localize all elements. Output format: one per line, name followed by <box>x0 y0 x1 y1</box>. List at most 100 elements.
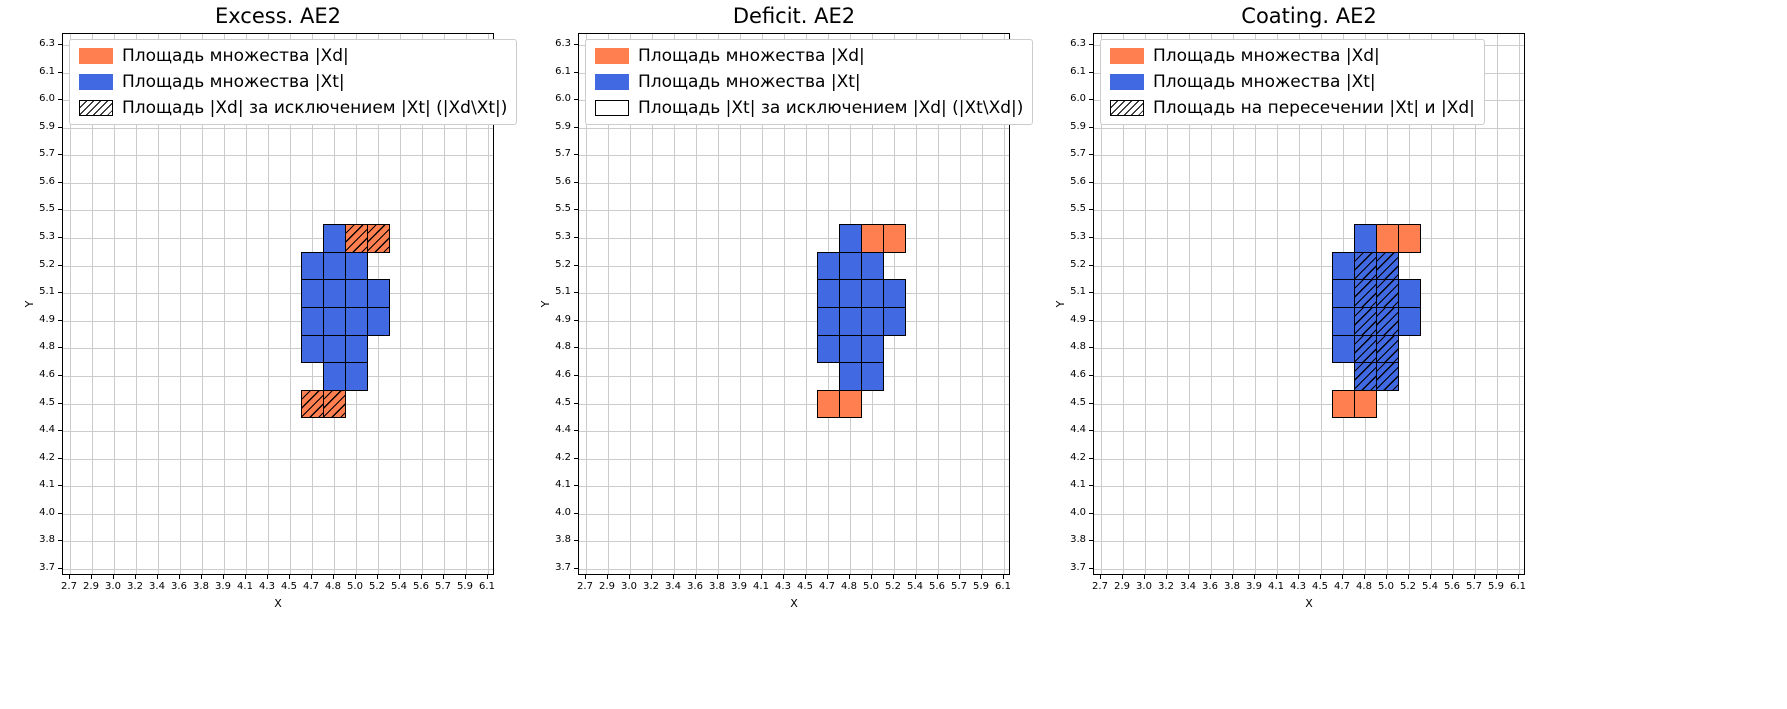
x-tick-label: 2.9 <box>599 581 615 592</box>
gridline <box>63 375 493 377</box>
x-tick-label: 3.8 <box>709 581 725 592</box>
gridline <box>579 182 1009 184</box>
x-tick-label: 4.1 <box>753 581 769 592</box>
legend-swatch-plain <box>595 100 629 116</box>
x-tick-label: 4.8 <box>325 581 341 592</box>
gridline <box>158 34 159 574</box>
gridline <box>579 210 1009 212</box>
x-tick-label: 5.6 <box>929 581 945 592</box>
plot-title-coating: Coating. AE2 <box>1241 4 1377 28</box>
gridline <box>268 34 269 574</box>
y-tick-label: 6.1 <box>555 65 571 77</box>
gridline <box>579 265 1009 267</box>
x-tick-mark <box>1518 575 1519 579</box>
gridline <box>652 34 653 574</box>
gridline <box>1094 127 1524 129</box>
x-tick-mark <box>1144 575 1145 579</box>
x-tick-label: 3.6 <box>687 581 703 592</box>
x-tick-mark <box>333 575 334 579</box>
y-tick-mark <box>574 237 578 239</box>
gridline <box>579 541 1009 543</box>
x-tick-label: 4.8 <box>1356 581 1372 592</box>
x-tick-mark <box>135 575 136 579</box>
x-tick-label: 6.1 <box>995 581 1011 592</box>
gridline <box>1094 320 1524 322</box>
y-tick-mark <box>574 540 578 542</box>
y-tick-label: 5.3 <box>1070 231 1086 243</box>
x-tick-mark <box>1166 575 1167 579</box>
y-tick-mark <box>1089 71 1093 73</box>
x-tick-mark <box>717 575 718 579</box>
gridline <box>92 34 93 574</box>
y-tick-label: 4.5 <box>1070 396 1086 408</box>
intersection-cell <box>1354 251 1377 281</box>
y-tick-label: 4.2 <box>555 451 571 463</box>
y-tick-mark <box>574 319 578 321</box>
gridline <box>63 486 493 488</box>
x-tick-mark <box>607 575 608 579</box>
x-tick-mark <box>1122 575 1123 579</box>
y-tick-mark <box>574 347 578 349</box>
x-tick-label: 3.9 <box>731 581 747 592</box>
legend-label: Площадь множества |Xd| <box>122 46 349 66</box>
y-tick-label: 4.1 <box>1070 479 1086 491</box>
x-tick-label: 4.3 <box>259 581 275 592</box>
y-tick-label: 4.6 <box>39 368 55 380</box>
gridline <box>63 320 493 322</box>
x-tick-mark <box>959 575 960 579</box>
y-tick-mark <box>58 181 62 183</box>
x-axis-label: X <box>274 597 282 610</box>
xd-cell <box>839 389 862 419</box>
legend-item: Площадь множества |Xd| <box>79 46 507 66</box>
y-tick-label: 6.0 <box>39 93 55 105</box>
y-tick-mark <box>58 347 62 349</box>
gridline <box>1453 34 1454 574</box>
x-tick-mark <box>179 575 180 579</box>
x-tick-label: 6.1 <box>1510 581 1526 592</box>
y-tick-mark <box>58 512 62 514</box>
x-tick-mark <box>465 575 466 579</box>
y-tick-mark <box>1089 512 1093 514</box>
y-tick-label: 4.8 <box>1070 341 1086 353</box>
y-tick-label: 5.3 <box>39 231 55 243</box>
y-tick-mark <box>58 374 62 376</box>
gridline <box>740 34 741 574</box>
x-tick-mark <box>289 575 290 579</box>
xt-cell <box>1332 251 1355 281</box>
x-tick-label: 3.9 <box>1246 581 1262 592</box>
y-tick-label: 6.1 <box>39 65 55 77</box>
x-tick-mark <box>443 575 444 579</box>
gridline <box>246 34 247 574</box>
y-tick-mark <box>574 209 578 211</box>
gridline <box>1497 34 1498 574</box>
gridline <box>696 34 697 574</box>
legend-label: Площадь множества |Xt| <box>638 72 861 92</box>
x-tick-label: 5.2 <box>369 581 385 592</box>
x-tick-label: 3.0 <box>105 581 121 592</box>
x-tick-label: 3.2 <box>1158 581 1174 592</box>
gridline <box>114 34 115 574</box>
gridline <box>586 34 587 574</box>
gridline <box>630 34 631 574</box>
y-tick-label: 4.5 <box>39 396 55 408</box>
y-tick-label: 4.4 <box>39 424 55 436</box>
y-tick-mark <box>1089 568 1093 569</box>
gridline <box>1094 431 1524 433</box>
legend: Площадь множества |Xd| Площадь множества … <box>69 39 518 125</box>
y-tick-mark <box>58 126 62 128</box>
gridline <box>63 155 493 157</box>
y-tick-mark <box>1089 292 1093 294</box>
gridline <box>1094 486 1524 488</box>
x-tick-mark <box>1474 575 1475 579</box>
y-tick-mark <box>1089 44 1093 45</box>
x-axis-label: X <box>790 597 798 610</box>
gridline <box>444 34 445 574</box>
gridline <box>674 34 675 574</box>
x-tick-mark <box>1210 575 1211 579</box>
y-tick-label: 5.6 <box>1070 175 1086 187</box>
y-tick-mark <box>574 485 578 487</box>
legend-swatch-xt <box>595 74 629 90</box>
intersection-cell <box>1354 334 1377 364</box>
gridline <box>63 513 493 515</box>
